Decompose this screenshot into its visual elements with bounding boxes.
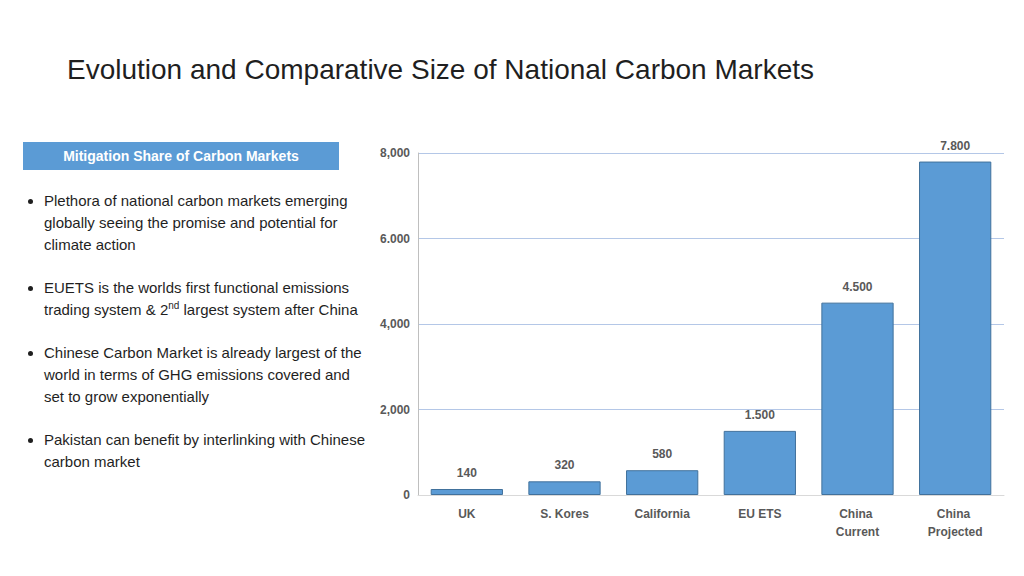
html-text:Chinese Carbon Market is alrea: Chinese Carbon Market is already largest… xyxy=(44,344,362,405)
svg-text:Current: Current xyxy=(836,525,879,539)
svg-text:320: 320 xyxy=(554,458,574,472)
svg-text:China: China xyxy=(937,507,974,521)
svg-text:140: 140 xyxy=(457,466,477,480)
html-text:Evolution and Comparative Size: Evolution and Comparative Size of Nation… xyxy=(67,54,814,85)
html-text:EUETS is the worlds first func: EUETS is the worlds first functional emi… xyxy=(44,279,358,318)
svg-text:Projected: Projected xyxy=(928,525,983,539)
svg-text:EU ETS: EU ETS xyxy=(738,507,781,521)
svg-text:8,000: 8,000 xyxy=(380,146,410,160)
svg-text:580: 580 xyxy=(652,447,672,461)
svg-text:1.500: 1.500 xyxy=(745,408,775,422)
html-text:Pakistan can benefit by interl: Pakistan can benefit by interlinking wit… xyxy=(44,431,365,470)
svg-text:California: California xyxy=(634,507,690,521)
svg-text:7.800: 7.800 xyxy=(940,139,970,153)
svg-text:UK: UK xyxy=(458,507,476,521)
html-text:Plethora of national carbon ma: Plethora of national carbon markets emer… xyxy=(44,192,348,253)
html-text:Mitigation Share of Carbon Mar: Mitigation Share of Carbon Markets xyxy=(63,148,299,164)
svg-text:S. Kores: S. Kores xyxy=(540,507,589,521)
svg-text:4.500: 4.500 xyxy=(842,280,872,294)
svg-text:6.000: 6.000 xyxy=(380,232,410,246)
svg-text:China: China xyxy=(839,507,876,521)
svg-text:2,000: 2,000 xyxy=(380,403,410,417)
svg-text:4,000: 4,000 xyxy=(380,317,410,331)
svg-text:0: 0 xyxy=(403,488,410,502)
